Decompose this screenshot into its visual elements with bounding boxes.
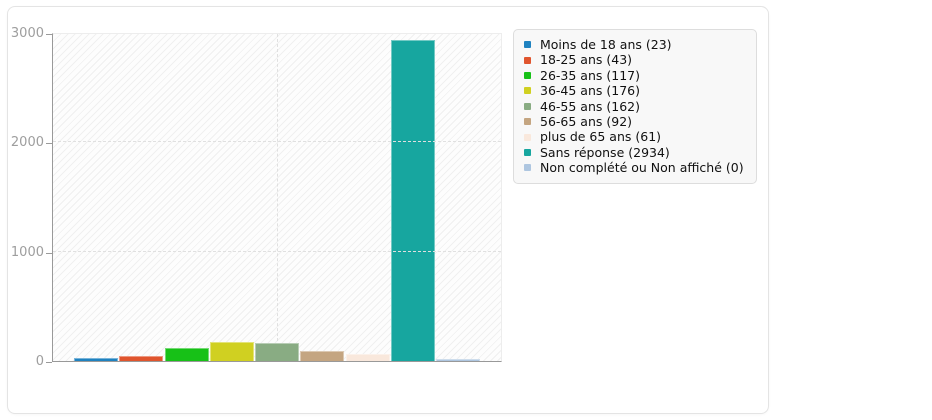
horizontal-gridline [53,141,501,143]
legend-box: Moins de 18 ans (23) 18-25 ans (43) 26-35 … [513,29,757,184]
bars-row [53,40,501,361]
legend-item-56-65-ans: 56-65 ans (92) [524,114,746,129]
legend-item-18-25-ans: 18-25 ans (43) [524,52,746,67]
legend-swatch-icon [524,41,531,49]
legend-label: Sans réponse (2934) [540,144,670,160]
legend-swatch-icon [524,56,531,64]
bar-56-65-ans[interactable] [300,351,345,361]
y-axis-tick-label: 3000 [10,26,44,41]
horizontal-gridline [53,250,501,252]
legend-item-moins-de-18-ans: Moins de 18 ans (23) [524,37,746,52]
y-axis-tick-label: 0 [35,354,44,369]
plot-grid [52,33,502,362]
legend-item-sans-reponse: Sans réponse (2934) [524,145,746,160]
legend-label: Moins de 18 ans (23) [540,37,672,52]
bar-plus-de-65-ans[interactable] [345,354,390,361]
bar-non-complete-ou-non-affiche[interactable] [436,359,480,361]
legend-swatch-icon [524,87,531,95]
bar-36-45-ans[interactable] [209,342,254,361]
legend-swatch-icon [524,102,531,110]
vertical-gridline [277,34,278,361]
legend-label: 26-35 ans (117) [540,67,640,83]
y-axis-tick-mark [46,252,52,254]
legend-swatch-icon [524,133,531,141]
legend-label: 36-45 ans (176) [540,83,640,99]
bar-sans-reponse[interactable] [390,40,435,361]
bar-moins-de-18-ans[interactable] [74,358,118,361]
legend-item-plus-de-65-ans: plus de 65 ans (61) [524,129,746,144]
legend-label: 18-25 ans (43) [540,52,633,68]
y-axis-tick-mark [46,34,52,35]
legend-swatch-icon [524,72,531,80]
chart-card: Moins de 18 ans (23) 18-25 ans (43) 26-35 … [7,6,769,414]
legend-swatch-icon [524,149,531,157]
y-axis-tick-label: 2000 [10,135,44,151]
legend-item-26-35-ans: 26-35 ans (117) [524,68,746,83]
y-axis-tick-mark [46,143,52,145]
legend-swatch-icon [524,118,531,126]
legend-item-non-complete-ou-non-affiche: Non complété ou Non affiché (0) [524,160,746,175]
bar-46-55-ans[interactable] [255,343,299,361]
legend-label: Non complété ou Non affiché (0) [540,160,744,176]
y-axis-tick-label: 1000 [10,244,44,260]
bar-18-25-ans[interactable] [119,356,164,361]
legend-item-36-45-ans: 36-45 ans (176) [524,83,746,98]
legend-label: plus de 65 ans (61) [540,129,662,145]
legend-label: 46-55 ans (162) [540,98,640,114]
legend-swatch-icon [524,164,531,172]
bar-26-35-ans[interactable] [164,348,209,361]
legend-item-46-55-ans: 46-55 ans (162) [524,99,746,114]
legend-label: 56-65 ans (92) [540,114,633,130]
y-axis-tick-mark [46,362,52,363]
